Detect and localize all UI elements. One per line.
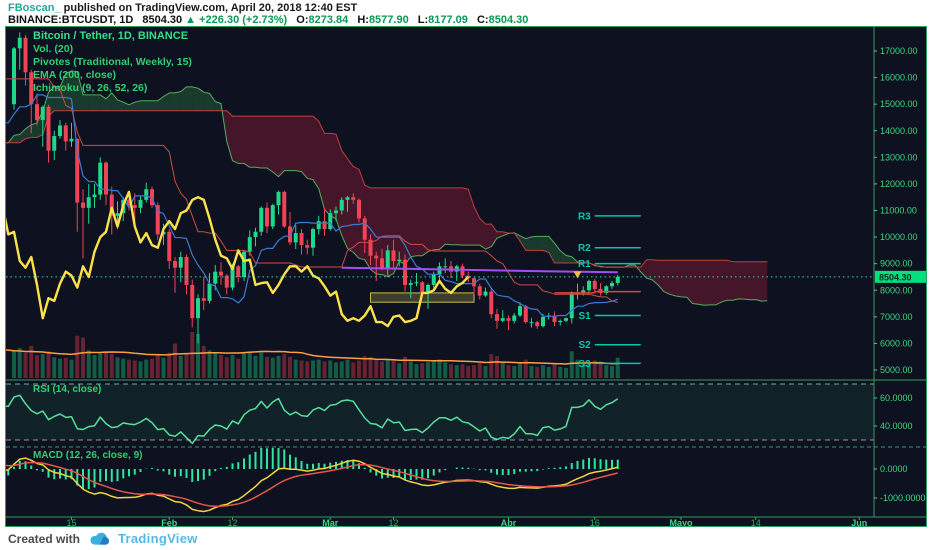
low-value: 8177.09	[428, 14, 468, 26]
svg-text:Jun: Jun	[851, 518, 867, 526]
username-link[interactable]: FBoscan_	[8, 2, 61, 14]
svg-text:S1: S1	[579, 311, 592, 322]
chart-legend: Bitcoin / Tether, 1D, BINANCE Vol. (20) …	[33, 30, 192, 95]
svg-text:14000.00: 14000.00	[880, 126, 918, 136]
tradingview-link[interactable]: TradingView	[118, 531, 198, 546]
svg-text:14: 14	[751, 518, 761, 526]
price-change: +226.30 (+2.73%)	[199, 14, 288, 26]
publish-info: FBoscan_ published on TradingView.com, A…	[8, 2, 357, 14]
legend-ema[interactable]: EMA (200, close)	[33, 69, 117, 81]
symbol-info-bar: BINANCE:BTCUSDT, 1D 8504.30 ▲ +226.30 (+…	[8, 14, 528, 26]
close-label: C:	[476, 14, 489, 26]
svg-text:R1: R1	[578, 259, 591, 270]
change-arrow-icon: ▲	[185, 14, 197, 26]
svg-text:R3: R3	[578, 211, 591, 222]
footer: Created with TradingView	[8, 531, 198, 546]
svg-text:S3: S3	[579, 359, 592, 370]
high-label: H:	[357, 14, 369, 26]
svg-text:60.0000: 60.0000	[880, 393, 913, 403]
macd-pane-label[interactable]: MACD (12, 26, close, 9)	[33, 450, 143, 461]
svg-text:0.0000: 0.0000	[880, 464, 908, 474]
svg-text:15: 15	[66, 518, 76, 526]
close-value: 8504.30	[488, 14, 529, 26]
created-with-text: Created with	[8, 531, 81, 546]
svg-text:Mar: Mar	[322, 518, 339, 526]
svg-text:8000.00: 8000.00	[880, 285, 913, 295]
svg-text:15000.00: 15000.00	[880, 99, 918, 109]
svg-text:16: 16	[590, 518, 600, 526]
svg-text:17000.00: 17000.00	[880, 46, 918, 56]
symbol-name[interactable]: BINANCE:BTCUSDT, 1D	[8, 14, 134, 26]
legend-volume[interactable]: Vol. (20)	[33, 43, 74, 55]
legend-ichimoku[interactable]: Ichimoku (9, 26, 52, 26)	[33, 82, 148, 94]
open-value: 8273.84	[308, 14, 349, 26]
svg-text:13000.00: 13000.00	[880, 152, 918, 162]
legend-symbol-title[interactable]: Bitcoin / Tether, 1D, BINANCE	[33, 30, 189, 42]
chart-area[interactable]: R3 R2 R1 S1 S2 S3 8504.30 17000.00 16000.00 15000…	[5, 26, 927, 528]
legend-pivots[interactable]: Pivotes (Traditional, Weekly, 15)	[33, 56, 192, 68]
svg-text:R2: R2	[578, 243, 591, 254]
svg-text:12: 12	[388, 518, 398, 526]
open-label: O:	[296, 14, 309, 26]
tradingview-logo-icon[interactable]	[87, 531, 111, 546]
svg-text:7000.00: 7000.00	[880, 312, 913, 322]
svg-text:11000.00: 11000.00	[880, 206, 917, 216]
svg-text:Abr: Abr	[501, 518, 517, 526]
svg-text:Feb: Feb	[161, 518, 178, 526]
rsi-pane-label[interactable]: RSI (14, close)	[33, 384, 102, 395]
high-value: 8577.90	[368, 14, 409, 26]
last-price: 8504.30	[142, 14, 183, 26]
low-label: L:	[417, 14, 429, 26]
svg-text:5000.00: 5000.00	[880, 365, 913, 375]
svg-text:16000.00: 16000.00	[880, 73, 918, 83]
svg-text:6000.00: 6000.00	[880, 338, 913, 348]
publish-text: published on TradingView.com, April 20, …	[60, 2, 358, 14]
chart-svg[interactable]: R3 R2 R1 S1 S2 S3 8504.30 17000.00 16000.00 15000…	[6, 27, 926, 528]
svg-text:S2: S2	[579, 340, 592, 351]
svg-text:9000.00: 9000.00	[880, 259, 913, 269]
svg-text:10000.00: 10000.00	[880, 232, 918, 242]
svg-text:12000.00: 12000.00	[880, 179, 918, 189]
svg-text:Mayo: Mayo	[669, 518, 693, 526]
svg-text:8504.30: 8504.30	[879, 272, 912, 282]
svg-text:40.0000: 40.0000	[880, 421, 913, 431]
svg-text:-1000.0000: -1000.0000	[880, 493, 926, 503]
svg-text:12: 12	[227, 518, 237, 526]
